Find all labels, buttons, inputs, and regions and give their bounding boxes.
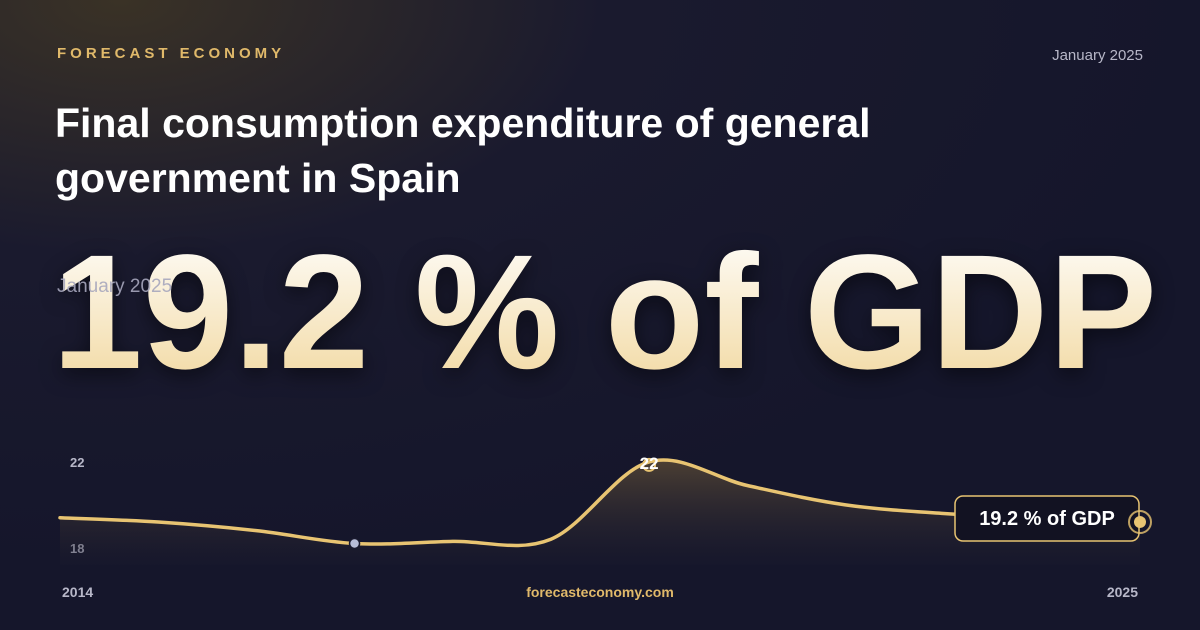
date: January 2025 [1052,47,1143,64]
low-point [348,537,361,550]
brand: FORECAST ECONOMY [57,45,285,62]
end-point [1134,516,1146,529]
line [58,458,1142,548]
footer: forecasteconomy.com [526,584,674,600]
end-label: 19.2 % of GDP [979,508,1115,530]
end-ring [1128,510,1152,535]
peak-label: 22 [640,454,659,473]
x-tick-label: 2025 [1107,584,1138,600]
chart-title: Final consumption expenditure of general… [55,100,871,201]
line-area [60,460,1140,565]
headline: 19.2 % of GDP [52,220,1157,403]
headline-date: January 2025 [57,276,172,297]
x-tick-label: 2014 [62,584,93,600]
peak-point [642,457,657,472]
y-tick-label: 22 [70,455,84,470]
title-box: Final consumption expenditure of general… [55,100,871,201]
plot: 1822201420252219.2 % of GDP [58,454,1152,600]
